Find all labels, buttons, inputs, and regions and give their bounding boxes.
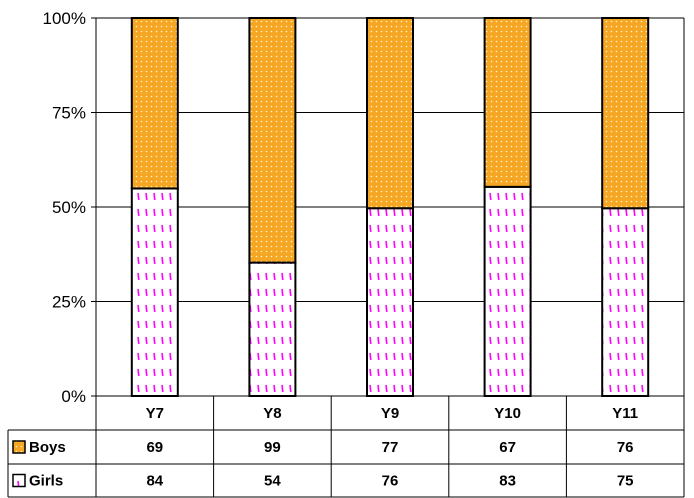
legend-label-girls: Girls [29, 473, 63, 490]
table-cell: 75 [617, 473, 634, 490]
table-cell: 76 [382, 473, 399, 490]
table-cell: 76 [617, 439, 634, 456]
category-label: Y11 [612, 405, 638, 422]
y-tick-label: 100% [43, 9, 86, 28]
table-cell: 84 [146, 473, 163, 490]
bars [130, 17, 650, 397]
bar-girls-y9 [366, 207, 414, 397]
bar-girls-y10 [483, 185, 532, 397]
legend-label-boys: Boys [29, 439, 66, 456]
y-tick-label: 75% [52, 104, 86, 123]
bar-boys-y7 [130, 17, 179, 190]
bar-boys-y9 [366, 17, 414, 210]
category-label: Y7 [146, 405, 164, 422]
bar-boys-y10 [483, 17, 532, 188]
y-tick-label: 0% [61, 387, 86, 406]
category-label: Y9 [381, 405, 399, 422]
data-table: Y7 Y8 Y9 Y10 Y11 Boys 69 99 77 67 76 Girls 84 54 76 83 7… [7, 396, 684, 498]
bar-girls-y11 [601, 207, 650, 397]
y-tick-label: 25% [52, 293, 86, 312]
table-cell: 83 [499, 473, 516, 490]
table-cell: 77 [382, 439, 399, 456]
category-label: Y8 [263, 405, 281, 422]
bar-girls-y8 [248, 261, 297, 397]
table-cell: 69 [146, 439, 163, 456]
y-tick-label: 50% [52, 198, 86, 217]
axes: 0% 25% 50% 75% 100% [43, 9, 685, 497]
table-cell: 99 [264, 439, 281, 456]
bar-girls-y7 [130, 187, 179, 397]
legend-key-boys [12, 440, 26, 454]
category-label: Y10 [494, 405, 521, 422]
table-cell: 54 [264, 473, 281, 490]
bar-boys-y11 [601, 17, 650, 210]
legend-key-girls [12, 473, 26, 488]
table-cell: 67 [499, 439, 516, 456]
bar-boys-y8 [248, 17, 297, 264]
